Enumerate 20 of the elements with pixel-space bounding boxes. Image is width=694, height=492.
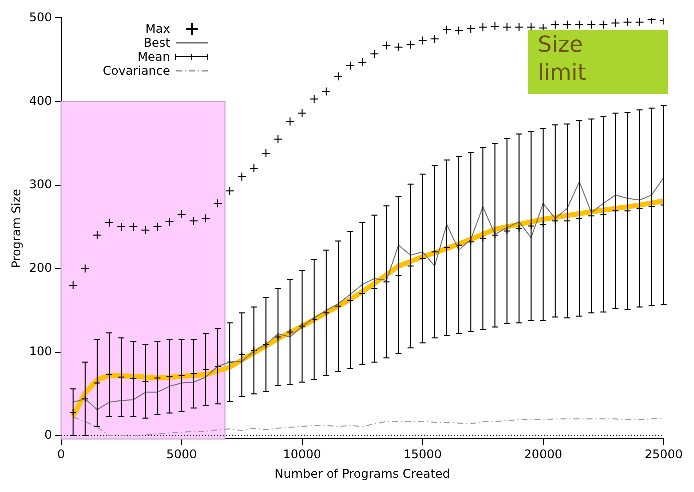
- annotation: Size limit: [538, 32, 588, 88]
- y-tick-label: 400: [29, 94, 52, 108]
- x-axis-title: Number of Programs Created: [274, 466, 450, 481]
- y-tick-label: 300: [29, 177, 52, 192]
- x-tick-label: 20000: [524, 448, 562, 462]
- x-tick-label: 5000: [166, 448, 198, 462]
- x-tick-label: 0: [57, 448, 66, 462]
- y-tick-label: 500: [29, 10, 52, 24]
- y-tick-label: 200: [29, 260, 52, 275]
- sign-box: Size limit: [528, 30, 668, 94]
- y-tick-label: 0: [44, 428, 52, 442]
- y-axis-title: Program Size: [9, 189, 24, 268]
- legend-label: Mean: [138, 50, 170, 64]
- x-tick-label: 15000: [404, 448, 442, 462]
- x-tick-label: 10000: [283, 448, 322, 462]
- legend-label: Max: [146, 22, 170, 36]
- legend-label: Covariance: [103, 64, 170, 78]
- x-tick-label: 25000: [644, 448, 684, 462]
- legend-label: Best: [144, 36, 170, 50]
- y-tick-label: 100: [29, 344, 52, 358]
